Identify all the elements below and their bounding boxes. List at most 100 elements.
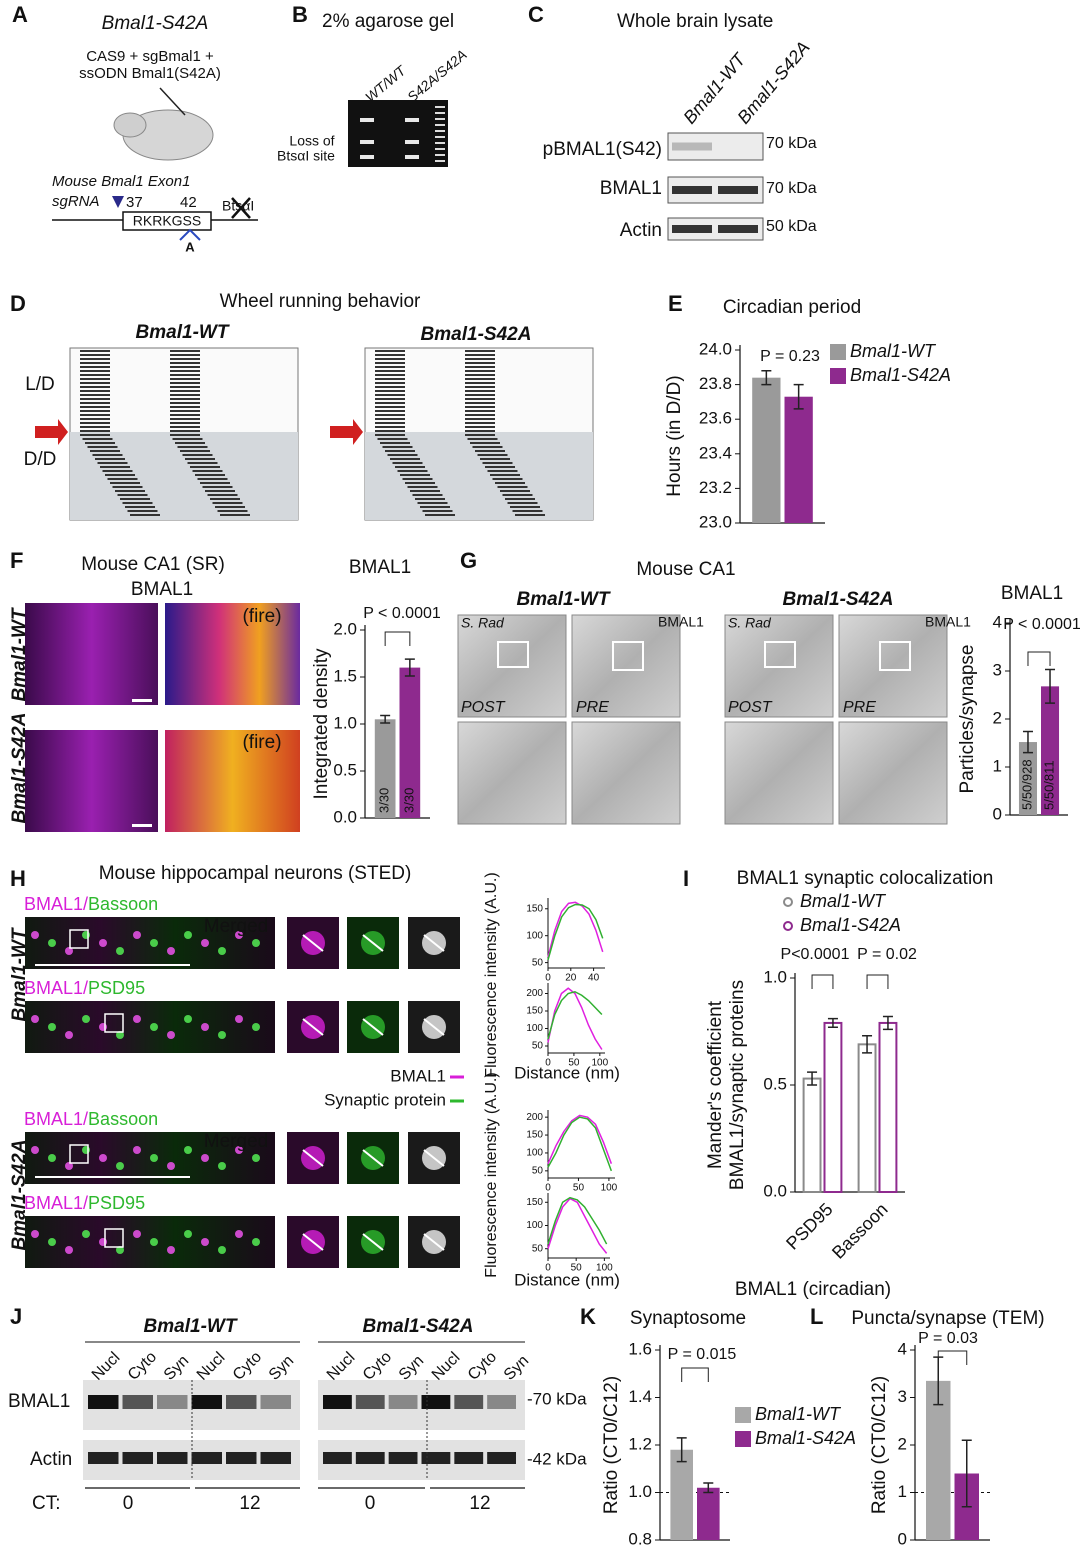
- blot-band: [355, 1395, 385, 1409]
- activity: [375, 378, 405, 380]
- channel-name: Bassoon: [88, 1109, 158, 1129]
- panel-title: Whole brain lysate: [617, 11, 773, 32]
- activity: [190, 466, 220, 468]
- x-tick-label: 40: [588, 973, 600, 984]
- label: RKRKGSS: [133, 213, 201, 229]
- puncta: [116, 1031, 124, 1039]
- label: pBMAL1(S42): [543, 139, 662, 160]
- actogram-dark: [365, 432, 593, 520]
- blot-band: [122, 1395, 153, 1409]
- label: BMAL1: [658, 614, 704, 630]
- label: Merged: [204, 916, 268, 937]
- legend-label: Bmal1-WT: [755, 1404, 842, 1424]
- activity: [185, 458, 215, 460]
- significance-bracket: [1027, 651, 1051, 666]
- label: ssODN Bmal1(S42A): [79, 65, 221, 82]
- activity: [80, 378, 110, 380]
- gel-ladder: [435, 154, 445, 156]
- blot-band: [226, 1395, 257, 1409]
- channel-label: BMAL1/Bassoon: [24, 1109, 158, 1129]
- activity: [492, 478, 523, 480]
- roi-box: [69, 1144, 89, 1164]
- y-tick-label: 0.8: [628, 1529, 652, 1548]
- error-bar: [827, 1017, 838, 1028]
- blot-band: [454, 1395, 484, 1409]
- activity: [80, 422, 110, 424]
- profile-line: [302, 1149, 324, 1167]
- label: 42: [180, 194, 197, 211]
- activity: [200, 482, 230, 484]
- activity: [465, 382, 495, 384]
- error-bar: [862, 1035, 873, 1054]
- error-bar: [1045, 668, 1056, 704]
- label: CAS9 + sgBmal1 +: [86, 48, 214, 65]
- activity: [407, 486, 438, 488]
- scale-bar: [132, 824, 152, 827]
- y-tick-label: 0: [993, 804, 1002, 823]
- blot: [667, 217, 764, 241]
- activity: [80, 386, 110, 388]
- bar: [926, 1380, 951, 1540]
- label: CT:: [32, 1493, 61, 1514]
- label: Bmal1-WT: [9, 927, 30, 1021]
- blot-band: [88, 1395, 119, 1409]
- puncta: [235, 1230, 243, 1238]
- profile-line: [302, 1233, 324, 1251]
- label: Bmal1-S42A: [9, 713, 30, 824]
- line-series: [547, 1116, 613, 1172]
- roi-box: [69, 929, 89, 949]
- puncta: [31, 931, 39, 939]
- channel-label: BMAL1/Bassoon: [24, 894, 158, 914]
- puncta: [133, 1230, 141, 1238]
- bar-label: 3/30: [401, 788, 416, 813]
- puncta: [235, 931, 243, 939]
- label: Bmal1-S42A: [421, 324, 532, 345]
- gel-ladder: [435, 106, 445, 108]
- activity: [465, 390, 495, 392]
- blot-band: [323, 1452, 352, 1464]
- image: [25, 603, 158, 705]
- error-bar: [676, 1437, 687, 1463]
- blot-band: [421, 1395, 451, 1409]
- channel-name: BMAL1: [24, 978, 83, 998]
- activity: [170, 394, 200, 396]
- label: sgRNA: [52, 193, 100, 210]
- activity: [127, 510, 158, 512]
- activity: [375, 410, 405, 412]
- activity: [410, 490, 440, 492]
- activity: [80, 430, 110, 432]
- activity: [180, 450, 210, 452]
- puncta: [31, 1146, 39, 1154]
- activity: [170, 426, 200, 428]
- y-tick-label: 4: [993, 612, 1002, 631]
- activity: [375, 362, 405, 364]
- y-tick-label: 3: [898, 1387, 907, 1406]
- activity: [397, 470, 428, 472]
- image: [165, 730, 300, 832]
- panel-title: Bmal1-S42A: [102, 13, 209, 34]
- gel-ladder: [435, 124, 445, 126]
- puncta: [133, 931, 141, 939]
- activity: [217, 510, 248, 512]
- panel-letter: J: [10, 1304, 22, 1329]
- activity: [170, 362, 200, 364]
- activity: [375, 430, 405, 432]
- mouse-head: [113, 112, 147, 138]
- activity: [390, 458, 420, 460]
- label: BMAL1: [600, 178, 662, 199]
- label: 12: [469, 1493, 490, 1514]
- activity: [95, 458, 125, 460]
- puncta: [218, 1162, 226, 1170]
- puncta: [218, 1246, 226, 1254]
- legend-marker: [735, 1407, 751, 1423]
- activity: [80, 358, 110, 360]
- puncta: [48, 1154, 56, 1162]
- y-tick-label: 50: [532, 1243, 544, 1254]
- puncta: [252, 1238, 260, 1246]
- legend-marker: [830, 368, 846, 384]
- label: L/D: [25, 374, 55, 395]
- blot-band: [718, 186, 758, 194]
- puncta: [65, 1246, 73, 1254]
- activity: [170, 374, 200, 376]
